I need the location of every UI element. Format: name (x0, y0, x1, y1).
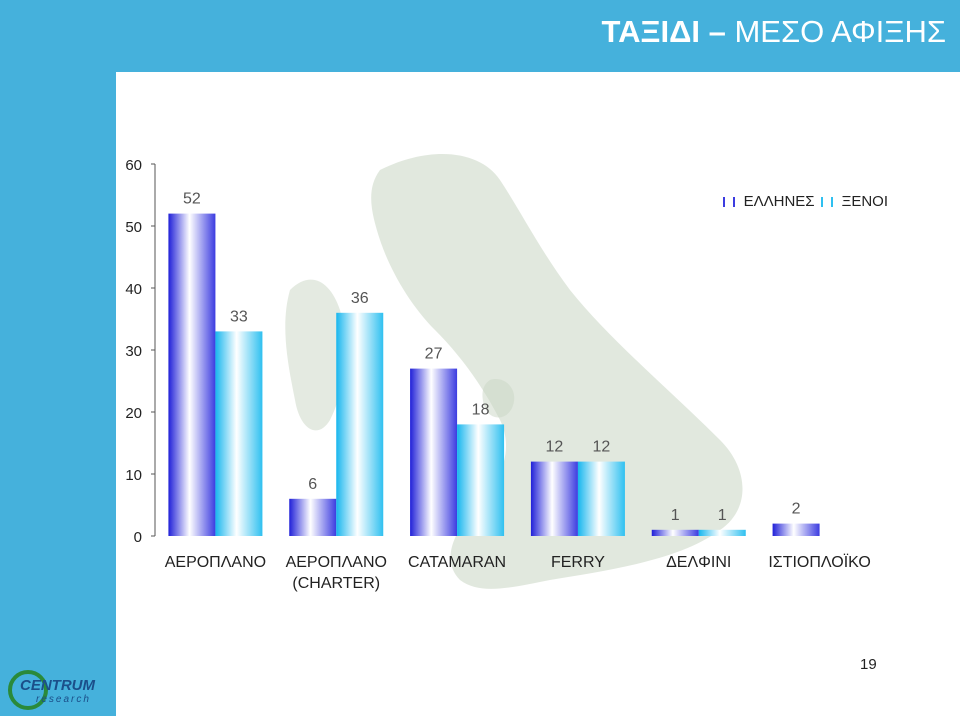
data-label: 1 (671, 507, 680, 524)
bar (772, 523, 820, 536)
y-tick-label: 0 (134, 529, 142, 546)
bar (530, 461, 578, 536)
data-label: 6 (308, 476, 317, 493)
y-tick-label: 40 (125, 281, 142, 298)
x-tick-label: (CHARTER) (292, 575, 380, 592)
y-tick-label: 30 (125, 343, 142, 360)
x-tick-label: ΙΣΤΙΟΠΛΟΪΚΟ (768, 553, 870, 571)
bar (577, 461, 625, 536)
data-label: 12 (593, 439, 611, 456)
data-label: 27 (425, 346, 443, 363)
bar (168, 213, 216, 536)
x-tick-label: ΔΕΛΦΙΝΙ (666, 554, 731, 571)
y-tick-label: 20 (125, 405, 142, 422)
centrum-logo: CENTRUM research (8, 670, 95, 710)
data-label: 1 (718, 507, 727, 524)
x-tick-label: ΑΕΡΟΠΛΑΝΟ (286, 554, 387, 571)
bar (651, 529, 699, 536)
data-label: 52 (183, 191, 201, 208)
legend-label-foreigners: ΞΕΝΟΙ (841, 193, 888, 210)
page-number: 19 (860, 656, 877, 673)
legend-swatch-foreigners (820, 196, 833, 207)
svg-text:CENTRUM: CENTRUM (20, 677, 95, 694)
slide-title-main: ΤΑΞΙΔΙ (601, 14, 701, 49)
slide-title-dash: – (700, 14, 735, 49)
slide-title: ΤΑΞΙΔΙ – ΜΕΣΟ ΑΦΙΞΗΣ (602, 14, 946, 50)
data-label: 33 (230, 308, 248, 325)
y-tick-label: 50 (125, 219, 142, 236)
legend-swatch-greeks (722, 196, 735, 207)
side-band (0, 72, 116, 716)
legend-label-greeks: ΕΛΛΗΝΕΣ (743, 193, 815, 210)
data-label: 36 (351, 290, 369, 307)
x-tick-label: ΑΕΡΟΠΛΑΝΟ (165, 554, 266, 571)
bar (698, 529, 746, 536)
y-tick-label: 60 (125, 157, 142, 174)
data-label: 12 (546, 439, 564, 456)
bar (410, 368, 458, 536)
svg-text:research: research (36, 694, 91, 705)
bar (289, 498, 337, 536)
bar (215, 331, 263, 536)
slide-title-sub: ΜΕΣΟ ΑΦΙΞΗΣ (734, 14, 946, 49)
title-band (0, 0, 960, 72)
x-tick-label: CATAMARAN (408, 554, 506, 571)
island-map-background (285, 153, 743, 589)
y-tick-label: 10 (125, 467, 142, 484)
bar (336, 312, 384, 536)
data-label: 2 (792, 501, 801, 518)
data-label: 18 (472, 401, 490, 418)
bar (457, 424, 505, 536)
chart-legend: ΕΛΛΗΝΕΣ ΞΕΝΟΙ (722, 193, 888, 210)
x-tick-label: FERRY (551, 554, 605, 571)
